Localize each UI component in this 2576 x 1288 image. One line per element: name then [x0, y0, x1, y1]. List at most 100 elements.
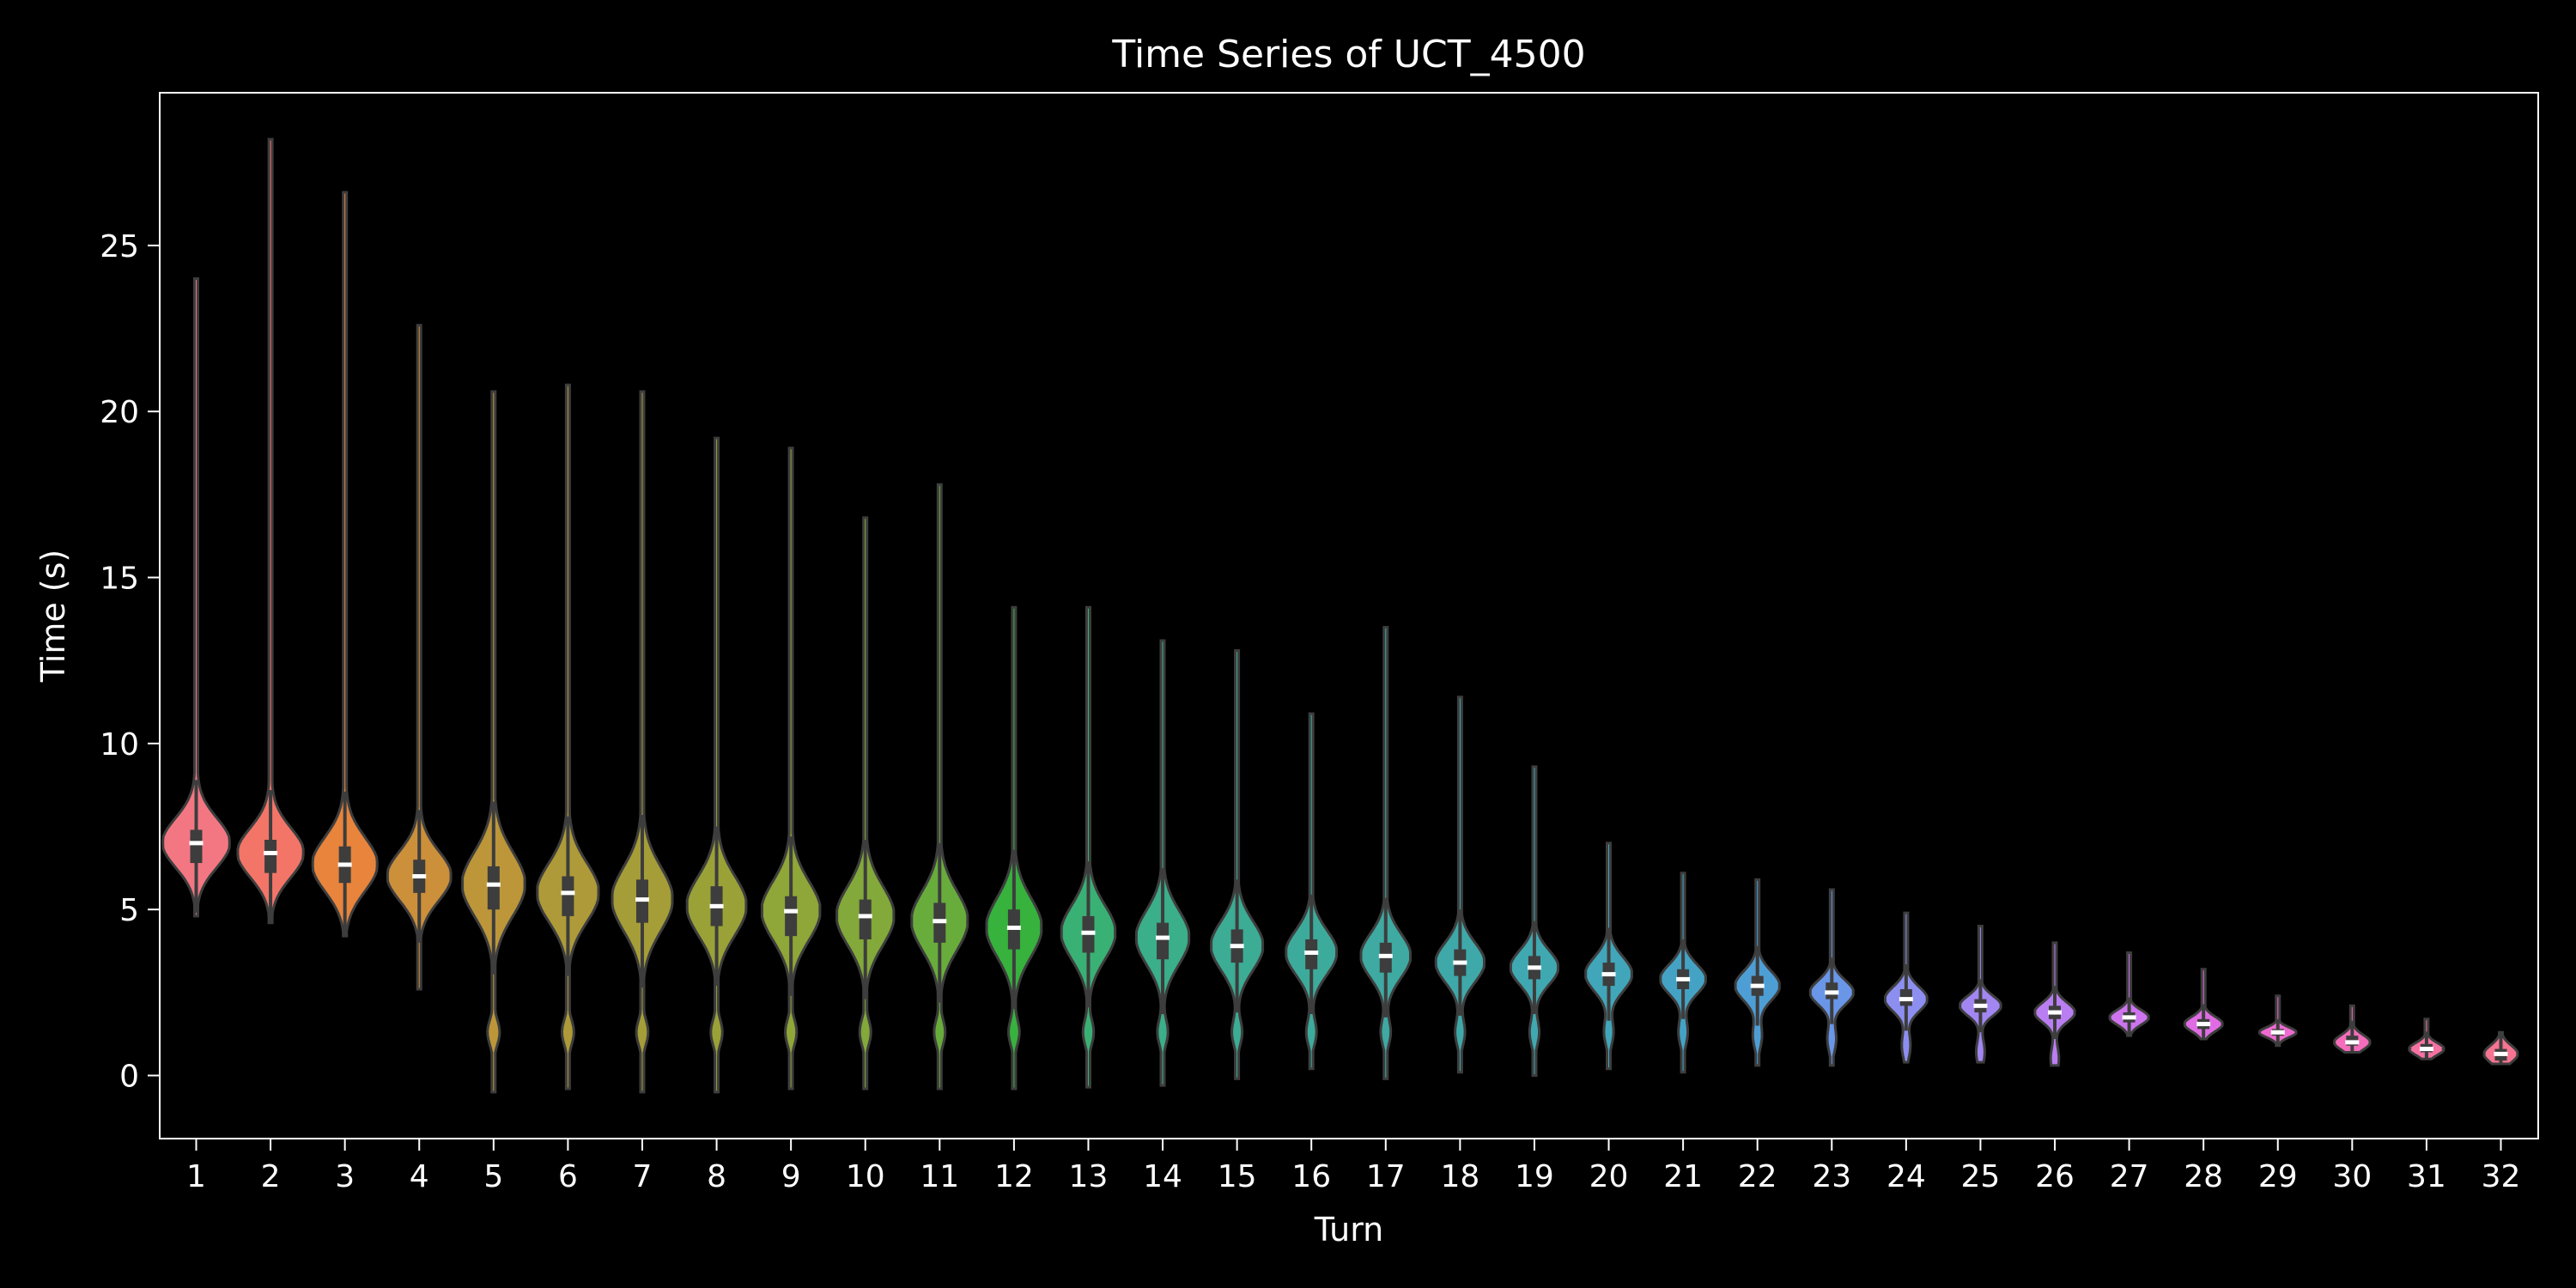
chart-title: Time Series of UCT_4500 [1111, 33, 1585, 76]
violin-median-marker [561, 890, 575, 896]
violin-median-marker [1973, 1003, 1988, 1008]
x-tick-label: 6 [558, 1159, 578, 1194]
violin-median-marker [2048, 1010, 2063, 1015]
x-tick-label: 16 [1291, 1159, 1331, 1194]
violin-median-marker [189, 841, 204, 846]
violin-iqr-box [264, 840, 277, 873]
x-tick-label: 14 [1143, 1159, 1182, 1194]
violin-median-marker [2122, 1015, 2136, 1020]
x-tick-label: 3 [335, 1159, 355, 1194]
y-tick-label: 15 [100, 562, 139, 597]
violin-body [236, 137, 305, 925]
x-tick-label: 30 [2332, 1159, 2372, 1194]
violin-body [1210, 649, 1265, 1080]
x-tick-label: 31 [2407, 1159, 2446, 1194]
violin-median-marker [337, 862, 352, 867]
x-tick-label: 12 [994, 1159, 1034, 1194]
violin-body [1285, 712, 1339, 1071]
violin-median-marker [933, 919, 947, 924]
violin-median-marker [1081, 930, 1096, 935]
violin-median-marker [1230, 944, 1244, 949]
x-tick-label: 2 [261, 1159, 281, 1194]
plot-frame [159, 92, 2539, 1139]
violin-median-marker [486, 882, 501, 887]
x-tick-label: 32 [2482, 1159, 2521, 1194]
violin-median-marker [2494, 1051, 2508, 1056]
x-tick-label: 9 [781, 1159, 801, 1194]
y-axis: 0 5 10 15 20 25 [100, 229, 160, 1095]
violin-median-marker [784, 908, 799, 914]
violin-body [685, 436, 748, 1094]
violin-median-marker [709, 903, 724, 908]
violin-body [1509, 765, 1559, 1077]
violin-median-marker [1601, 972, 1616, 977]
violin-body [1359, 626, 1412, 1080]
y-tick-label: 25 [100, 229, 139, 264]
x-tick-label: 18 [1440, 1159, 1479, 1194]
x-tick-label: 5 [483, 1159, 503, 1194]
violin-median-marker [1378, 953, 1393, 958]
x-tick-label: 7 [633, 1159, 653, 1194]
x-tick-label: 11 [920, 1159, 959, 1194]
violin-median-marker [1527, 965, 1541, 970]
violin-median-marker [1006, 925, 1021, 930]
violin-median-marker [858, 914, 872, 919]
violin-median-marker [2419, 1047, 2433, 1052]
violin-iqr-box [562, 876, 574, 916]
violin-median-marker [2196, 1022, 2211, 1027]
x-tick-label: 17 [1366, 1159, 1406, 1194]
x-tick-label: 21 [1663, 1159, 1703, 1194]
x-tick-label: 8 [707, 1159, 726, 1194]
violin-body [760, 447, 822, 1091]
violin-median-marker [1156, 935, 1170, 940]
violin-median-marker [264, 850, 278, 855]
x-tick-label: 24 [1886, 1159, 1926, 1194]
violin-body [611, 390, 674, 1094]
x-tick-label: 10 [846, 1159, 885, 1194]
violin-median-marker [635, 897, 649, 902]
violin-body [1134, 639, 1191, 1087]
x-tick-label: 15 [1218, 1159, 1257, 1194]
y-tick-label: 10 [100, 727, 139, 762]
x-tick-label: 26 [2035, 1159, 2075, 1194]
violin-body [536, 383, 600, 1091]
violin-median-marker [1899, 997, 1913, 1002]
violin-median-marker [1453, 960, 1467, 965]
violin-body [1060, 605, 1117, 1089]
x-tick-label: 19 [1515, 1159, 1554, 1194]
x-tick-label: 23 [1812, 1159, 1851, 1194]
violin-median-marker [1676, 976, 1691, 981]
y-tick-label: 20 [100, 395, 139, 430]
x-axis-label: Turn [1314, 1211, 1384, 1249]
x-tick-label: 4 [410, 1159, 429, 1194]
violin-body [835, 516, 896, 1091]
violin-iqr-box [1157, 922, 1170, 960]
violin-median-marker [1750, 983, 1765, 988]
x-tick-label: 25 [1961, 1159, 2001, 1194]
x-tick-label: 28 [2184, 1159, 2223, 1194]
violin-series [161, 137, 2519, 1094]
violin-iqr-box [785, 896, 798, 937]
violin-body [910, 483, 969, 1091]
violin-median-marker [1304, 950, 1319, 955]
violin-body [161, 277, 231, 918]
violin-body [311, 191, 379, 938]
y-axis-label: Time (s) [34, 550, 72, 683]
x-tick-label: 13 [1069, 1159, 1109, 1194]
x-tick-label: 22 [1738, 1159, 1777, 1194]
x-axis: 1 2 3 4 5 6 7 8 9 10 11 12 13 14 15 16 17 18 19 20 21 22 23 24 2… [186, 1139, 2520, 1194]
x-tick-label: 29 [2258, 1159, 2298, 1194]
violin-body [461, 390, 526, 1094]
violin-body [2108, 951, 2150, 1037]
violin-body [985, 605, 1043, 1091]
violin-iqr-box [190, 829, 203, 864]
violin-median-marker [412, 874, 427, 879]
x-tick-label: 1 [186, 1159, 206, 1194]
x-tick-label: 20 [1589, 1159, 1629, 1194]
violin-body [386, 324, 453, 991]
violin-median-marker [1825, 990, 1839, 995]
violin-iqr-box [487, 866, 500, 910]
violin-iqr-box [859, 899, 872, 939]
